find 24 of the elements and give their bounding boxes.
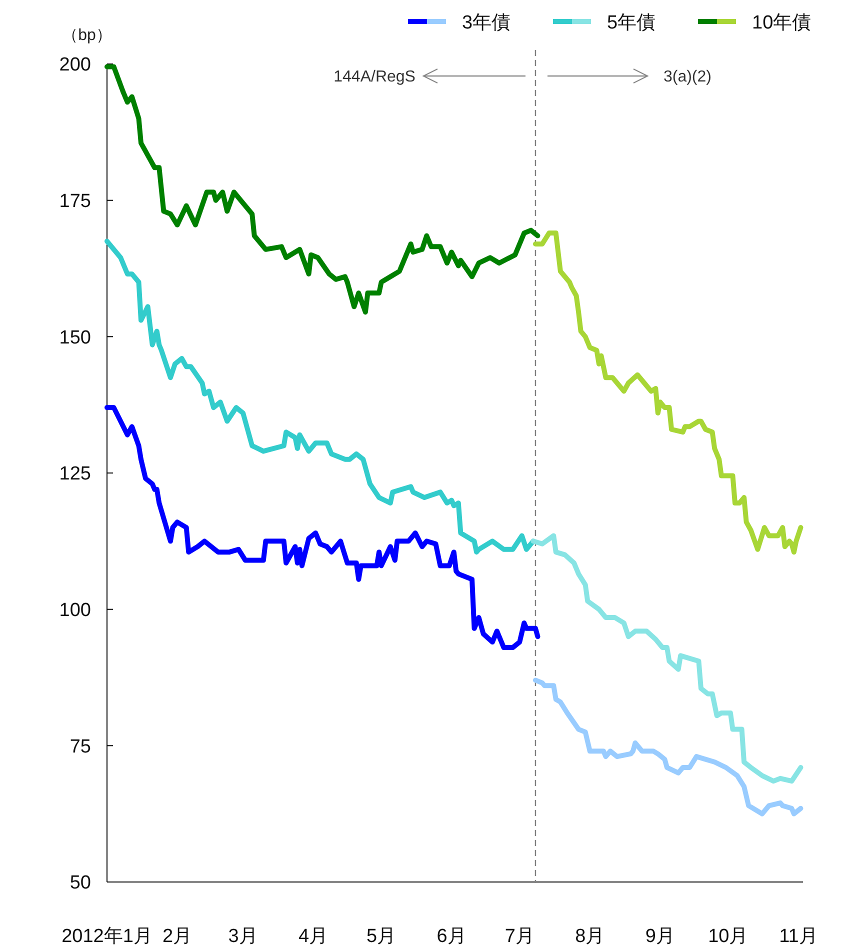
x-tick-label: 8月	[575, 926, 605, 945]
y-tick-label: 50	[70, 872, 91, 894]
y-tick-label: 175	[59, 190, 91, 212]
legend-label: 3年債	[462, 12, 511, 34]
y-axis-title: （bp）	[62, 27, 112, 44]
y-tick-label: 200	[59, 54, 91, 76]
x-tick-label: 2012年1月	[62, 926, 152, 945]
x-tick-label: 2月	[162, 926, 192, 945]
legend-label: 5年債	[607, 12, 656, 34]
x-tick-label: 7月	[504, 926, 534, 945]
y-tick-label: 75	[70, 736, 91, 758]
x-tick-label: 10月	[708, 926, 748, 945]
x-tick-label: 11月	[779, 926, 818, 945]
y-tick-label: 125	[59, 464, 91, 485]
x-tick-label: 3月	[228, 926, 258, 945]
x-tick-label: 6月	[436, 926, 466, 945]
y-tick-label: 150	[59, 327, 91, 348]
annotation: 144A/RegS	[334, 68, 416, 86]
x-tick-label: 4月	[298, 926, 328, 945]
y-tick-label: 100	[59, 600, 91, 621]
x-tick-label: 9月	[645, 926, 675, 945]
legend-label: 10年債	[752, 12, 812, 34]
annotation: 3(a)(2)	[663, 68, 712, 86]
x-tick-label: 5月	[366, 926, 396, 945]
